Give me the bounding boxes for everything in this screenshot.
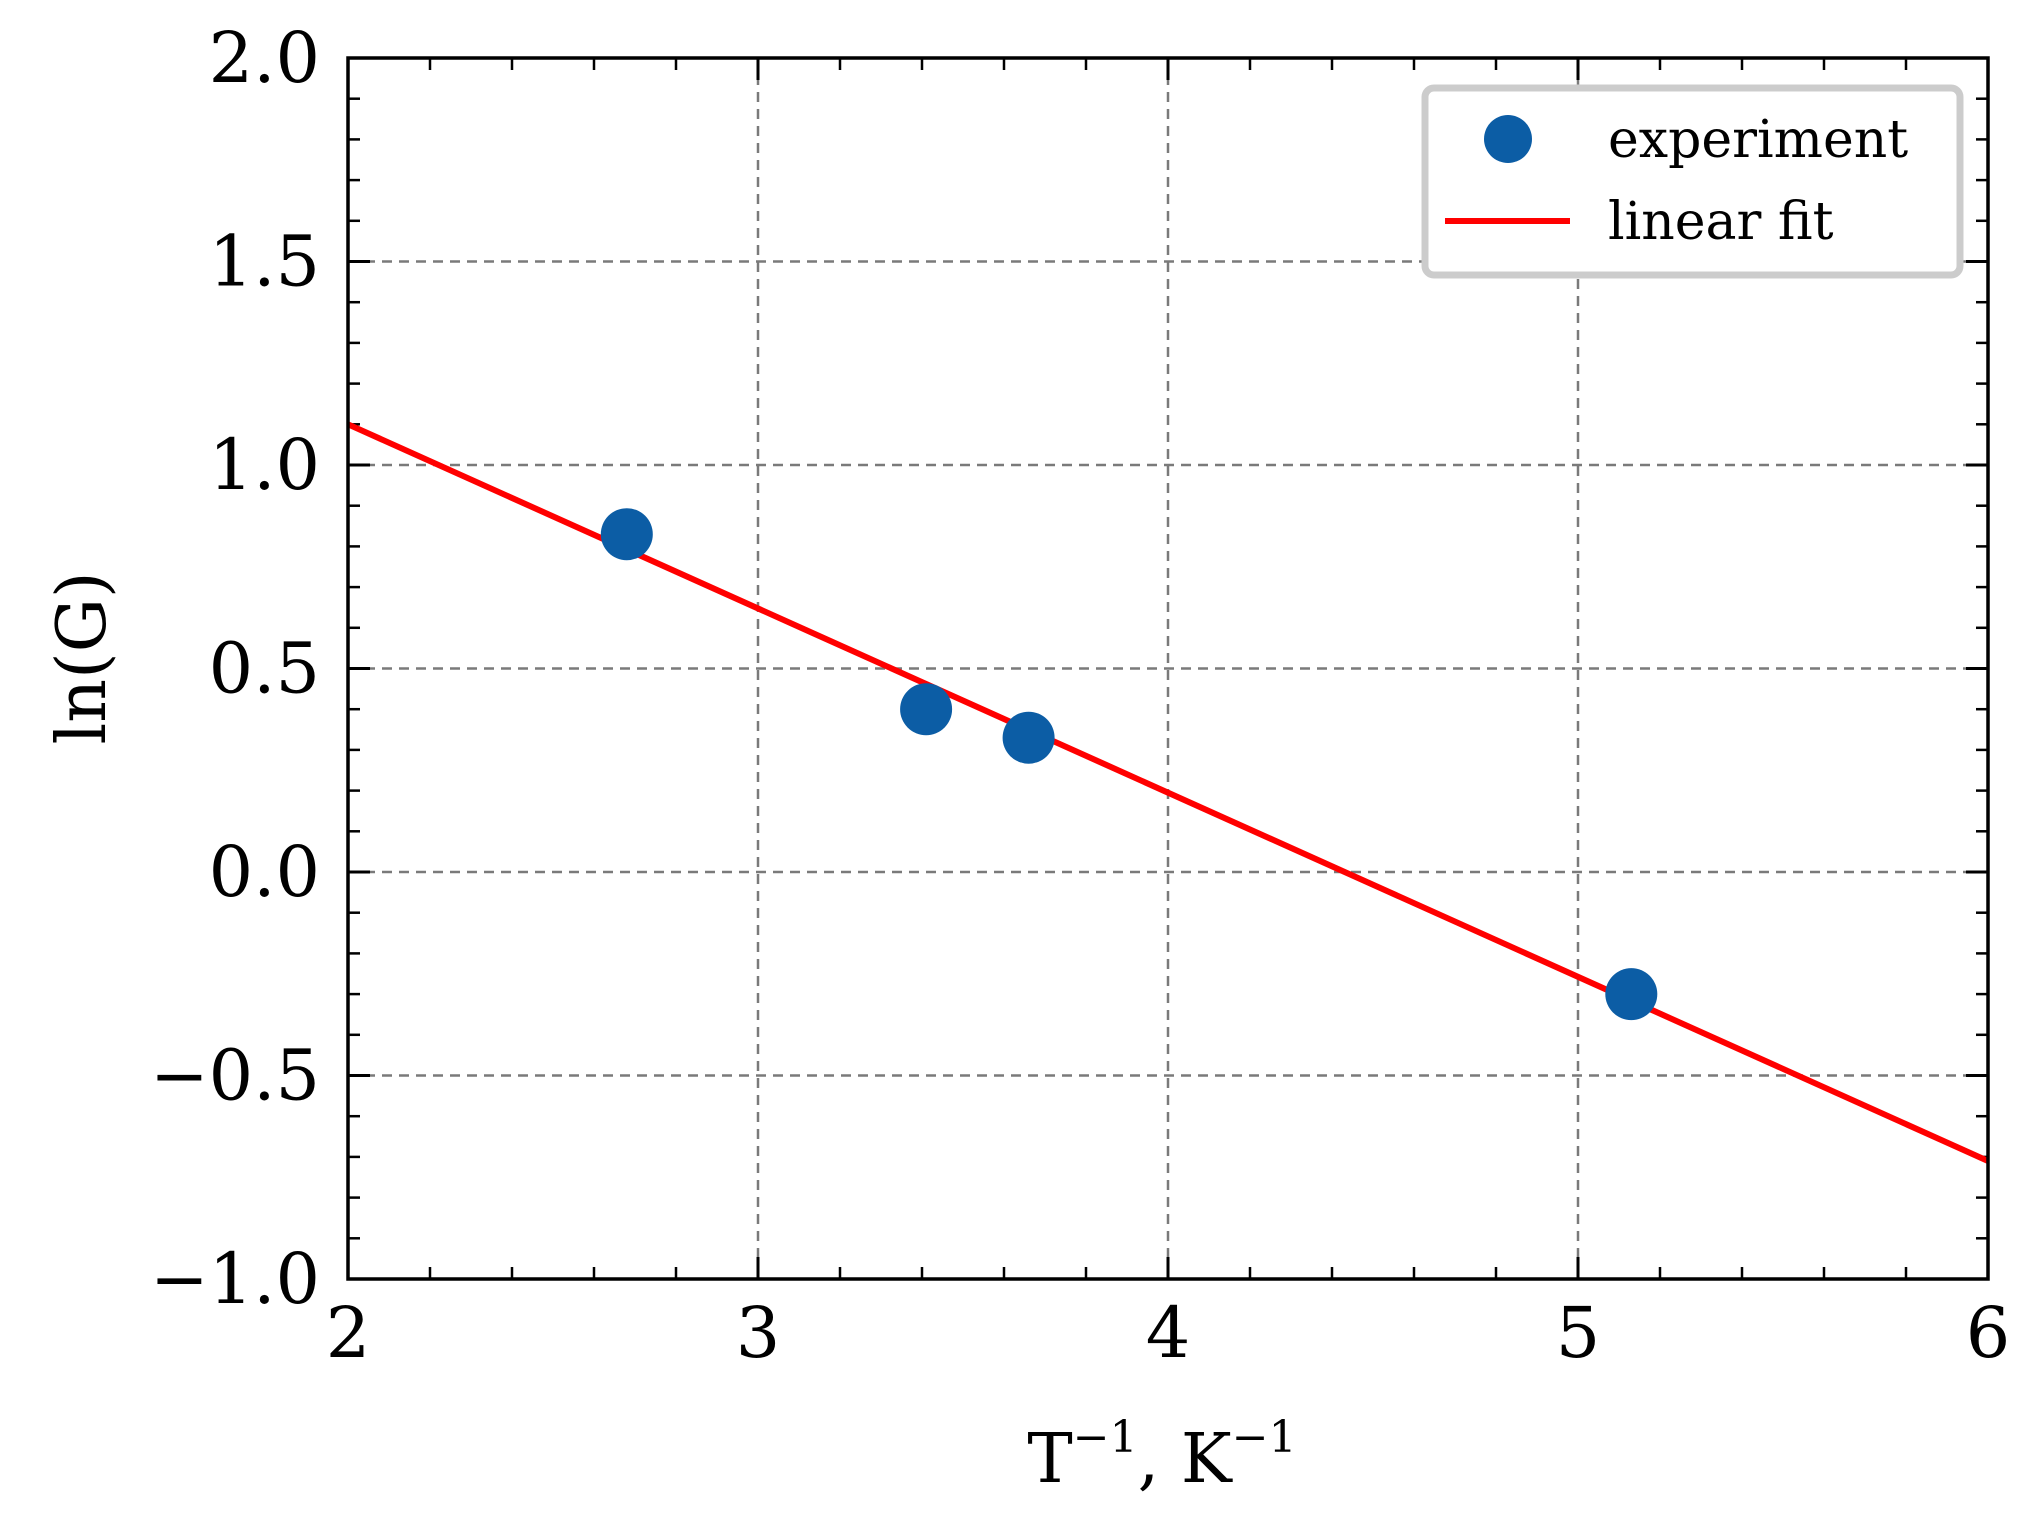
legend-box (1421, 84, 1964, 279)
y-tick-label: 1.0 (209, 424, 320, 506)
legend-label-experiment: experiment (1608, 110, 1908, 170)
y-tick-label: 1.5 (209, 221, 320, 303)
x-axis-label-base-exponent: −1 (1073, 1412, 1138, 1463)
y-tick-label: 0.5 (209, 628, 320, 710)
x-axis-label-unit: K (1181, 1420, 1233, 1499)
y-tick-label: 0.0 (209, 831, 320, 913)
y-tick-label: 2.0 (209, 17, 320, 99)
data-point (1002, 711, 1055, 764)
data-point (900, 683, 953, 736)
series-layer (346, 421, 1990, 1164)
legend-marker-experiment (1484, 115, 1532, 163)
y-tick-labels: −1.0 −0.5 0.0 0.5 1.0 1.5 2.0 (150, 17, 320, 1320)
data-point (600, 508, 653, 561)
x-tick-label: 4 (1146, 1292, 1191, 1374)
minor-ticks (348, 58, 1988, 1279)
x-tick-label: 5 (1556, 1292, 1601, 1374)
plot-frame (346, 56, 1990, 1281)
x-axis-label-unit-exponent: −1 (1232, 1412, 1297, 1463)
grid (348, 58, 1988, 1279)
data-point (1605, 968, 1658, 1021)
x-axis-label: T−1, K−1 (1027, 1412, 1296, 1499)
x-axis-label-base: T (1027, 1420, 1072, 1499)
x-tick-label: 2 (326, 1292, 371, 1374)
x-tick-labels: 2 3 4 5 6 (326, 1292, 2011, 1374)
x-tick-label: 3 (736, 1292, 781, 1374)
legend-label-linear-fit: linear fit (1608, 192, 1834, 252)
y-axis-label: ln(G) (43, 572, 122, 745)
x-axis-label-separator: , (1138, 1420, 1181, 1499)
y-tick-label: −1.0 (150, 1238, 320, 1320)
x-tick-label: 6 (1966, 1292, 2011, 1374)
y-tick-label: −0.5 (150, 1035, 320, 1117)
legend: experiment linear fit (1421, 84, 1964, 279)
